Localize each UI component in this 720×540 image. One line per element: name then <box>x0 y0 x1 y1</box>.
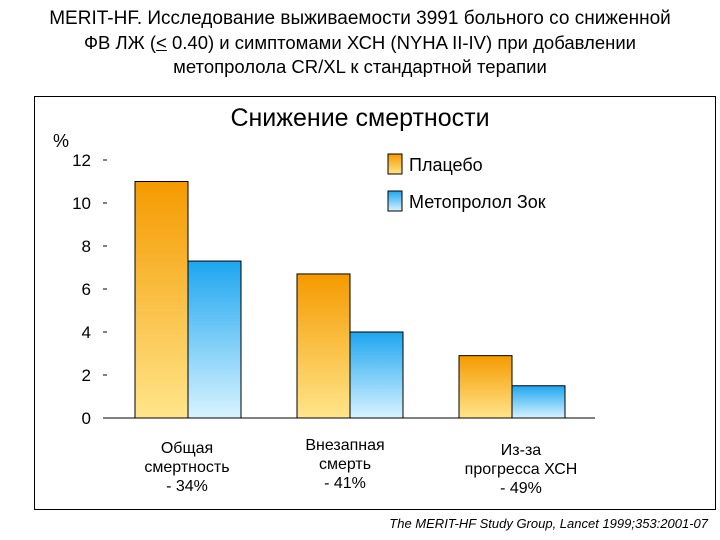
category-label-line: - 41% <box>324 475 366 492</box>
bars <box>134 181 566 419</box>
header-line-1-text: Исследование выживаемости 3991 больного … <box>142 8 671 29</box>
y-axis-unit: % <box>53 131 69 151</box>
legend-label-placebo: Плацебо <box>409 155 483 175</box>
legend-label-metoprolol: Метопролол Зок <box>409 192 546 212</box>
y-tick-label: 2 <box>82 366 91 385</box>
study-name: MERIT-HF. <box>49 8 143 29</box>
y-tick-label: 6 <box>82 280 91 299</box>
y-tick-label: 12 <box>72 151 91 170</box>
legend: Плацебо Метопролол Зок <box>387 153 546 212</box>
category-label-line: Из-за <box>501 442 542 459</box>
chart-title: Снижение смертности <box>230 104 489 132</box>
bar-metoprolol-3 <box>511 385 566 419</box>
category-label-line: смерть <box>319 456 371 473</box>
x-axis-labels: Общая смертность - 34% Внезапная смерть - 41%… <box>144 437 577 497</box>
y-tick-label: 8 <box>82 237 91 256</box>
legend-swatch-metoprolol <box>387 190 403 212</box>
legend-swatch-placebo <box>387 153 403 175</box>
bar-placebo-1 <box>134 181 189 419</box>
header-line-2-pre: ФВ ЛЖ ( <box>83 32 157 53</box>
y-tick-label: 10 <box>72 194 91 213</box>
category-label-line: смертность <box>144 459 229 476</box>
header-line-2: ФВ ЛЖ (< 0.40) и симптомами ХСН (NYHA II… <box>0 31 720 55</box>
y-tick-label: 0 <box>82 409 91 428</box>
category-label-line: Общая <box>161 440 213 457</box>
header-line-3: метопролола CR/XL к стандартной терапии <box>173 56 547 77</box>
bar-metoprolol-1 <box>187 260 242 419</box>
bar-metoprolol-2 <box>349 331 404 419</box>
category-label-line: прогресса ХСН <box>465 461 578 478</box>
slide-header: MERIT-HF. Исследование выживаемости 3991… <box>0 6 720 79</box>
category-label-line: Внезапная <box>305 437 384 454</box>
chart-frame <box>34 96 716 510</box>
bar-placebo-3 <box>458 355 513 419</box>
header-line-2-post: 0.40) и симптомами ХСН (NYHA II-IV) при … <box>166 32 637 53</box>
citation: The MERIT-HF Study Group, Lancet 1999;35… <box>389 516 708 531</box>
header-line-2-lt: < <box>156 32 167 53</box>
category-label-line: - 49% <box>500 480 542 497</box>
header-line-1: MERIT-HF. Исследование выживаемости 3991… <box>0 6 720 31</box>
y-tick-label: 4 <box>82 323 91 342</box>
bar-placebo-2 <box>296 273 351 419</box>
category-label-line: - 34% <box>166 478 208 495</box>
